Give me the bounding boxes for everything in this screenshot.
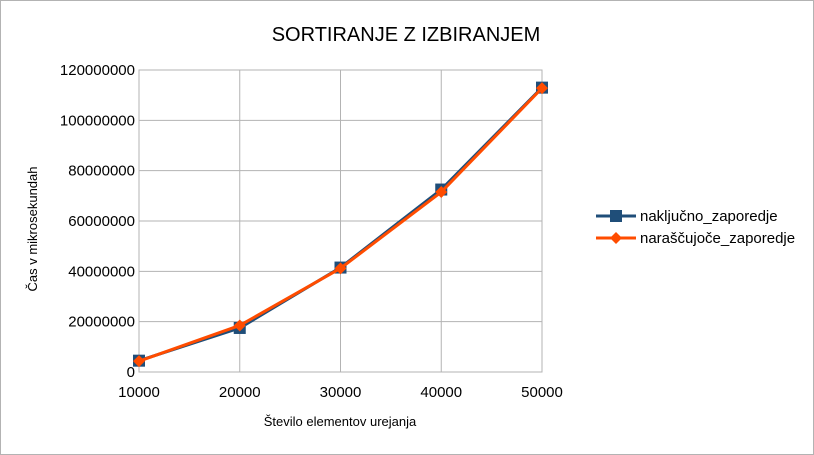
series-2 (133, 82, 548, 368)
y-tick-label: 120000000 (60, 62, 135, 79)
series (133, 81, 548, 368)
y-tick-label: 40000000 (68, 263, 135, 280)
y-axis-label: Čas v mikrosekundah (25, 167, 40, 292)
legend-item-1: naključno_zaporedje (596, 208, 778, 225)
legend-marker-square (610, 210, 622, 222)
plot-area (138, 69, 543, 373)
y-tick-label: 60000000 (68, 213, 135, 230)
gridlines (138, 69, 543, 373)
data-point-diamond (536, 82, 548, 95)
legend: naključno_zaporedje naraščujoče_zaporedje (596, 208, 795, 247)
y-axis-ticks: 0 20000000 40000000 60000000 80000000 1000000… (60, 62, 135, 381)
y-tick-label: 100000000 (60, 112, 135, 129)
legend-item-2: naraščujoče_zaporedje (596, 230, 795, 247)
x-tick-label: 30000 (320, 384, 362, 401)
data-point-diamond (233, 319, 246, 332)
legend-label: naključno_zaporedje (640, 208, 778, 225)
x-tick-label: 20000 (219, 384, 261, 401)
x-tick-label: 50000 (521, 384, 563, 401)
legend-label: naraščujoče_zaporedje (640, 230, 795, 247)
y-tick-label: 20000000 (68, 314, 135, 331)
x-axis-ticks: 10000 20000 30000 40000 50000 (118, 384, 563, 401)
data-point-diamond (334, 262, 347, 275)
legend-marker-diamond (610, 232, 622, 244)
x-tick-label: 40000 (420, 384, 462, 401)
y-tick-label: 0 (127, 364, 135, 381)
x-axis-label: Število elementov urejanja (264, 414, 417, 429)
chart-title: SORTIRANJE Z IZBIRANJEM (272, 24, 541, 46)
x-tick-label: 10000 (118, 384, 160, 401)
data-point-diamond (435, 186, 448, 199)
data-point-diamond (133, 355, 145, 368)
y-tick-label: 80000000 (68, 163, 135, 180)
